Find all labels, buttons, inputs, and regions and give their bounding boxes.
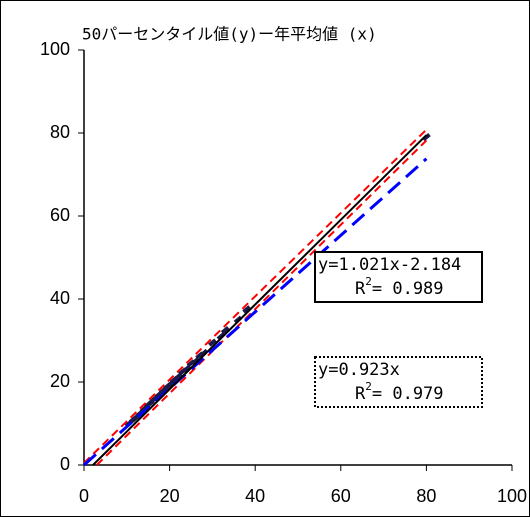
y-tick-label: 60 xyxy=(50,205,70,225)
x-tick-label: 40 xyxy=(245,486,265,506)
annotation-box xyxy=(314,356,483,408)
x-tick-label: 80 xyxy=(416,486,436,506)
x-tick-label: 20 xyxy=(160,486,180,506)
point xyxy=(220,326,230,335)
x-tick-label: 0 xyxy=(79,486,89,506)
fit-line xyxy=(82,157,428,467)
point xyxy=(233,315,243,324)
point xyxy=(190,357,200,366)
point xyxy=(208,338,217,347)
point xyxy=(216,332,226,341)
annotation-equation: y=1.021x-2.184 xyxy=(318,255,461,275)
point xyxy=(422,133,431,142)
x-tick-label: 100 xyxy=(497,486,527,506)
fit-line xyxy=(92,134,428,466)
point xyxy=(242,305,251,314)
y-tick-label: 0 xyxy=(60,454,70,474)
annotation-r2: R2= 0.989 xyxy=(355,275,444,299)
r2-value: = 0.979 xyxy=(372,384,444,404)
y-tick-label: 20 xyxy=(50,371,70,391)
y-tick-label: 80 xyxy=(50,122,70,142)
y-tick-label: 40 xyxy=(50,288,70,308)
point xyxy=(199,348,209,358)
annotation-r2: R2= 0.979 xyxy=(355,380,444,404)
r-sup: 2 xyxy=(365,380,372,393)
r2-value: = 0.989 xyxy=(372,279,444,299)
annotation-box xyxy=(314,251,483,303)
r-sup: 2 xyxy=(365,275,372,288)
r-label: R xyxy=(355,279,366,299)
annotation-equation: y=0.923x xyxy=(318,360,400,380)
r-label: R xyxy=(355,384,366,404)
y-tick-label: 100 xyxy=(40,39,70,59)
chart-title: 50パーセンタイル値(y)ー年平均値 (x) xyxy=(82,25,377,44)
fit-line xyxy=(83,128,428,464)
x-tick-label: 60 xyxy=(331,486,351,506)
